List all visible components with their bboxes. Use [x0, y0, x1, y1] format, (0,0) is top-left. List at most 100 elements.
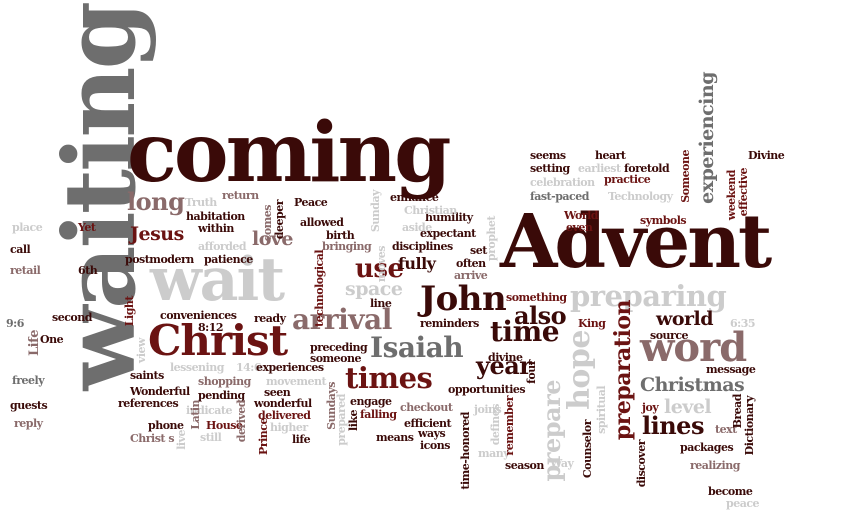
word-earliest: earliest	[578, 162, 621, 175]
word-long: long	[127, 187, 185, 216]
word-reply: reply	[14, 417, 43, 430]
word-coming: coming	[127, 105, 451, 201]
word-fast-paced: fast-paced	[530, 190, 589, 203]
word-symbols: symbols	[640, 214, 687, 227]
word-within: within	[198, 222, 234, 235]
word-joins: joins	[474, 403, 502, 416]
word-sunday: Sunday	[369, 190, 382, 233]
word-habitation: habitation	[186, 210, 245, 223]
word-aside: aside	[402, 221, 432, 234]
word-retail: retail	[10, 264, 41, 277]
word-wait: wait	[150, 245, 285, 315]
word-divine-1: Divine	[748, 149, 785, 162]
word-conveniences: conveniences	[160, 309, 237, 322]
word-someone-2: someone	[310, 352, 362, 365]
word-live: live	[175, 430, 188, 450]
word-wonderful-1: Wonderful	[130, 385, 190, 398]
word-moves: moves	[375, 246, 388, 283]
word-delivered: delivered	[258, 409, 311, 422]
word-lines: lines	[642, 411, 704, 440]
word-saints: saints	[130, 369, 164, 382]
word-second: second	[52, 311, 92, 324]
word-6th: 6th	[78, 264, 98, 277]
word-become: become	[708, 485, 753, 498]
word-experiencing: experiencing	[696, 72, 718, 204]
word-spiritual: spiritual	[595, 386, 608, 434]
word-world-2: World	[564, 209, 598, 222]
word-like: like	[347, 410, 360, 431]
word-word: word	[640, 324, 747, 371]
word-arrive: arrive	[454, 269, 488, 282]
word-birth: birth	[326, 229, 355, 242]
word-prince: Prince	[257, 418, 270, 455]
word-ways: ways	[418, 427, 446, 440]
word-isaiah: Isaiah	[370, 331, 464, 364]
word-practice: practice	[604, 173, 651, 186]
word-bread: Bread	[731, 394, 744, 429]
word-something: something	[506, 291, 567, 304]
word-text: text	[715, 423, 737, 436]
word-engage: engage	[350, 395, 392, 408]
word-prophet: prophet	[485, 216, 498, 262]
word-expectant: expectant	[420, 227, 476, 240]
word-place: place	[12, 221, 43, 234]
word-time-honored: time-honored	[459, 412, 472, 490]
word-effective: effective	[737, 168, 750, 217]
word-reminders: reminders	[420, 317, 479, 330]
word-lessening: lessening	[170, 361, 224, 374]
word-world: world	[656, 308, 714, 330]
word-guests: guests	[10, 399, 48, 412]
word-8-12: 8:12	[198, 321, 224, 334]
word-prepared: prepared	[335, 394, 348, 446]
word-pending: pending	[198, 389, 245, 402]
word-peace: Peace	[294, 196, 328, 209]
word-year: year	[476, 351, 532, 380]
word-level: level	[664, 396, 712, 418]
word-humility: humility	[425, 211, 473, 224]
word-line: line	[370, 297, 392, 310]
word-jesus: Jesus	[130, 223, 184, 245]
word-latin: Latin	[189, 400, 202, 430]
word-four: four	[525, 360, 538, 384]
word-love: love	[252, 228, 294, 250]
word-heart: heart	[595, 149, 626, 162]
word-arrival: arrival	[292, 303, 392, 336]
word-patience: patience	[204, 253, 253, 266]
word-even: even	[566, 221, 593, 234]
word-deeper: deeper	[273, 200, 286, 240]
word-house: House	[206, 419, 243, 432]
word-christ: Christ	[148, 316, 288, 365]
word-dictionary: Dictionary	[743, 396, 756, 456]
word-afforded: afforded	[198, 240, 247, 253]
word-realizing: realizing	[690, 459, 740, 472]
word-john: John	[420, 279, 507, 319]
word-joy: joy	[642, 401, 659, 414]
word-ready: ready	[254, 312, 286, 325]
word-disciplines: disciplines	[392, 240, 453, 253]
word-foretold: foretold	[624, 162, 670, 175]
word-way: Way	[550, 457, 574, 470]
word-references: references	[118, 397, 179, 410]
word-seems: seems	[530, 149, 566, 162]
word-view: view	[135, 338, 148, 364]
word-remember: remember	[503, 396, 516, 456]
word-someone-v: Someone	[679, 150, 692, 203]
word-season: season	[505, 459, 544, 472]
word-higher: higher	[270, 421, 308, 434]
word-enhance: enhance	[390, 191, 439, 204]
word-divine-2: divine	[488, 351, 523, 364]
word-experiences: experiences	[256, 361, 324, 374]
word-call: call	[10, 243, 31, 256]
word-fully: fully	[398, 254, 436, 273]
word-packages: packages	[680, 441, 734, 454]
word-movement: movement	[266, 375, 327, 388]
word-means: means	[376, 431, 414, 444]
word-bringing: bringing	[322, 240, 372, 253]
word-6-35: 6:35	[730, 317, 756, 330]
word-derived: derived	[235, 400, 248, 443]
word-set: set	[470, 244, 487, 257]
word-preparing: preparing	[570, 279, 727, 313]
word-efficient: efficient	[404, 417, 452, 430]
word-shopping: shopping	[198, 375, 251, 388]
